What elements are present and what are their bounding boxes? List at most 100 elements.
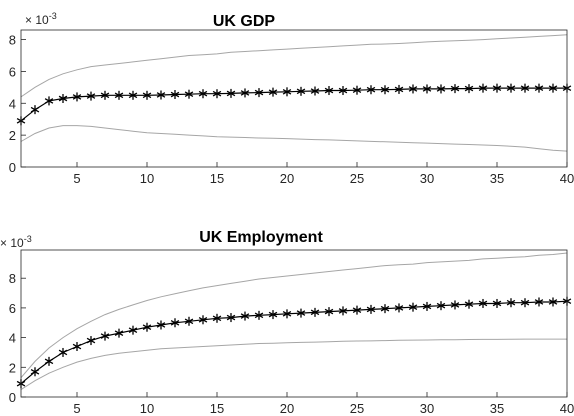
gdp-median-point bbox=[450, 84, 460, 94]
gdp-median-point bbox=[142, 90, 152, 100]
gdp-median-point bbox=[492, 83, 502, 93]
employment-x-tick-label: 5 bbox=[73, 401, 80, 416]
gdp-x-tick-label: 40 bbox=[560, 171, 574, 186]
employment-median-point bbox=[394, 303, 404, 313]
gdp-median-point bbox=[394, 84, 404, 94]
employment-median-point bbox=[408, 302, 418, 312]
gdp-x-tick-label: 20 bbox=[280, 171, 294, 186]
employment-plot-area: 5 10 15 20 25 30 35 40 0 2 4 6 8 bbox=[9, 252, 574, 416]
gdp-x-tick-label: 30 bbox=[420, 171, 434, 186]
employment-median-line bbox=[20, 300, 568, 385]
gdp-median-point bbox=[184, 89, 194, 99]
employment-title: UK Employment bbox=[199, 229, 323, 246]
employment-y-tick-label: 8 bbox=[9, 271, 16, 286]
gdp-y-tick-label: 4 bbox=[9, 96, 16, 111]
gdp-median-point bbox=[380, 85, 390, 95]
employment-median-point bbox=[156, 320, 166, 330]
employment-y-tick-label: 4 bbox=[9, 331, 16, 346]
employment-median-point bbox=[142, 322, 152, 332]
gdp-panel: UK GDP × 10-3 5 10 15 20 25 30 35 40 0 2 4 6 8 bbox=[9, 11, 574, 186]
gdp-upper-line bbox=[20, 34, 568, 98]
gdp-median-point bbox=[72, 92, 82, 102]
gdp-median-point bbox=[86, 91, 96, 101]
employment-lower-line bbox=[20, 338, 567, 391]
employment-x-tick-label: 35 bbox=[490, 401, 504, 416]
gdp-x-tick-label: 35 bbox=[490, 171, 504, 186]
employment-median-point bbox=[226, 313, 236, 323]
employment-median-point bbox=[198, 315, 208, 325]
employment-median-point bbox=[212, 313, 222, 323]
gdp-median-point bbox=[464, 84, 474, 94]
gdp-median-point bbox=[520, 83, 530, 93]
employment-median-point bbox=[170, 318, 180, 328]
employment-median-point bbox=[548, 297, 558, 307]
employment-axes-frame bbox=[20, 249, 568, 398]
gdp-median-point bbox=[212, 89, 222, 99]
employment-x-tick-label: 25 bbox=[350, 401, 364, 416]
gdp-median-point bbox=[114, 90, 124, 100]
employment-median-point bbox=[352, 305, 362, 315]
gdp-median-point bbox=[324, 86, 334, 96]
employment-x-tick-label: 40 bbox=[560, 401, 574, 416]
employment-median-point bbox=[184, 316, 194, 326]
gdp-axes-frame bbox=[20, 29, 568, 168]
employment-median-point bbox=[30, 367, 40, 377]
employment-median-point bbox=[324, 307, 334, 317]
employment-x-tick-label: 10 bbox=[140, 401, 154, 416]
gdp-median-point bbox=[534, 83, 544, 93]
gdp-exponent: × 10-3 bbox=[25, 11, 57, 27]
employment-median-point bbox=[380, 304, 390, 314]
gdp-median-point bbox=[352, 85, 362, 95]
employment-median-point bbox=[492, 298, 502, 308]
gdp-median-point bbox=[548, 83, 558, 93]
gdp-median-point bbox=[282, 87, 292, 97]
gdp-x-tick-label: 10 bbox=[140, 171, 154, 186]
employment-y-tick-label: 2 bbox=[9, 360, 16, 375]
gdp-median-point bbox=[254, 88, 264, 98]
employment-median-point bbox=[240, 311, 250, 321]
gdp-median-point bbox=[310, 86, 320, 96]
employment-y-tick-label: 0 bbox=[9, 390, 16, 405]
gdp-median-point bbox=[268, 87, 278, 97]
employment-median-point bbox=[478, 298, 488, 308]
gdp-median-point bbox=[408, 84, 418, 94]
gdp-y-tick-label: 6 bbox=[9, 64, 16, 79]
gdp-x-tick-label: 15 bbox=[210, 171, 224, 186]
employment-x-tick-label: 30 bbox=[420, 401, 434, 416]
employment-median-point bbox=[534, 297, 544, 307]
gdp-median-point bbox=[436, 84, 446, 94]
gdp-y-tick-label: 0 bbox=[9, 160, 16, 175]
gdp-median-point bbox=[30, 105, 40, 115]
employment-upper-line bbox=[20, 252, 568, 379]
employment-x-tick-label: 20 bbox=[280, 401, 294, 416]
employment-median-point bbox=[44, 356, 54, 366]
employment-median-point bbox=[100, 331, 110, 341]
gdp-y-tick-label: 8 bbox=[9, 33, 16, 48]
gdp-plot-area: 5 10 15 20 25 30 35 40 0 2 4 6 8 bbox=[9, 33, 574, 186]
gdp-x-tick-label: 5 bbox=[73, 171, 80, 186]
gdp-lower-line bbox=[20, 125, 568, 152]
gdp-title: UK GDP bbox=[213, 13, 276, 30]
employment-median-point bbox=[520, 298, 530, 308]
gdp-median-point bbox=[506, 83, 516, 93]
gdp-median-point bbox=[240, 88, 250, 98]
gdp-median-point bbox=[226, 88, 236, 98]
gdp-median-point bbox=[422, 84, 432, 94]
employment-y-tick-label: 6 bbox=[9, 301, 16, 316]
gdp-median-point bbox=[366, 85, 376, 95]
employment-x-tick-label: 15 bbox=[210, 401, 224, 416]
employment-median-point bbox=[310, 307, 320, 317]
employment-median-point bbox=[450, 300, 460, 310]
employment-panel: UK Employment × 10-3 5 10 15 20 25 30 35 40 0 2 4 6… bbox=[0, 229, 574, 416]
employment-exponent: × 10-3 bbox=[0, 234, 32, 250]
gdp-median-point bbox=[198, 89, 208, 99]
employment-median-point bbox=[282, 309, 292, 319]
employment-median-point bbox=[268, 310, 278, 320]
employment-median-point bbox=[366, 304, 376, 314]
gdp-median-point bbox=[170, 90, 180, 100]
gdp-median-point bbox=[156, 90, 166, 100]
employment-median-point bbox=[422, 301, 432, 311]
employment-median-point bbox=[464, 299, 474, 309]
employment-median-point bbox=[436, 301, 446, 311]
